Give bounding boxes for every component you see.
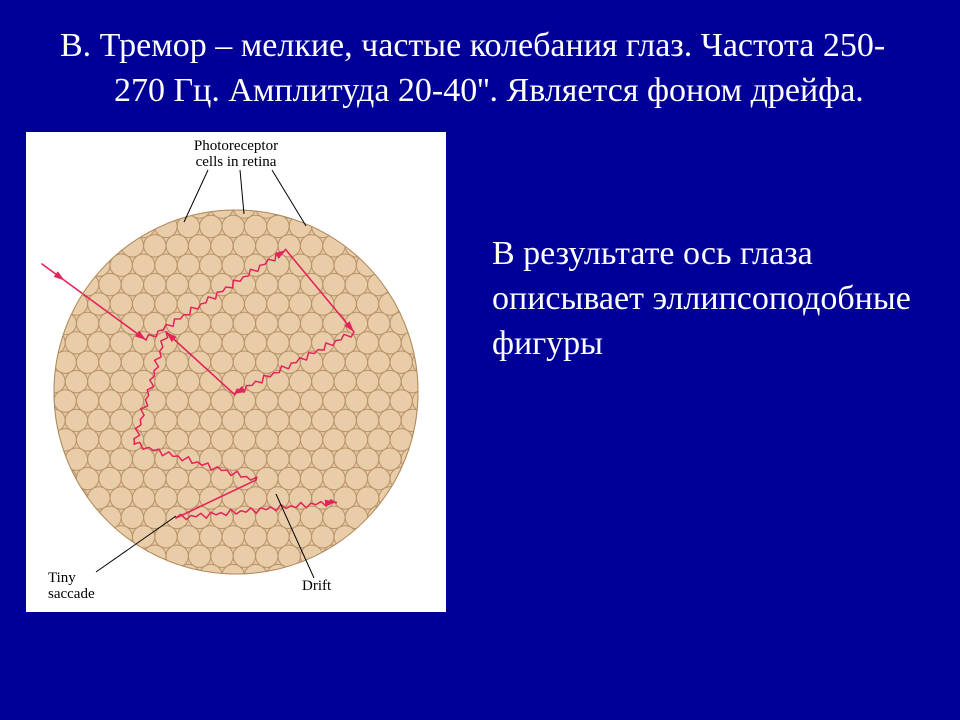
svg-text:Drift: Drift <box>302 578 332 594</box>
svg-text:Tiny: Tiny <box>48 570 76 586</box>
svg-text:saccade: saccade <box>48 586 95 602</box>
slide-right-text: В результате ось глаза описывает эллипсо… <box>446 132 920 612</box>
slide-top-text: В. Тремор – мелкие, частые колебания гла… <box>94 24 920 114</box>
diagram-svg: Photoreceptorcells in retina Tinysaccade D… <box>26 132 446 612</box>
svg-text:Photoreceptor: Photoreceptor <box>194 138 278 154</box>
content-row: Photoreceptorcells in retina Tinysaccade D… <box>40 132 920 612</box>
photoreceptor-diagram: Photoreceptorcells in retina Tinysaccade D… <box>26 132 446 612</box>
slide: В. Тремор – мелкие, частые колебания гла… <box>0 0 960 720</box>
svg-text:cells in retina: cells in retina <box>196 154 277 170</box>
